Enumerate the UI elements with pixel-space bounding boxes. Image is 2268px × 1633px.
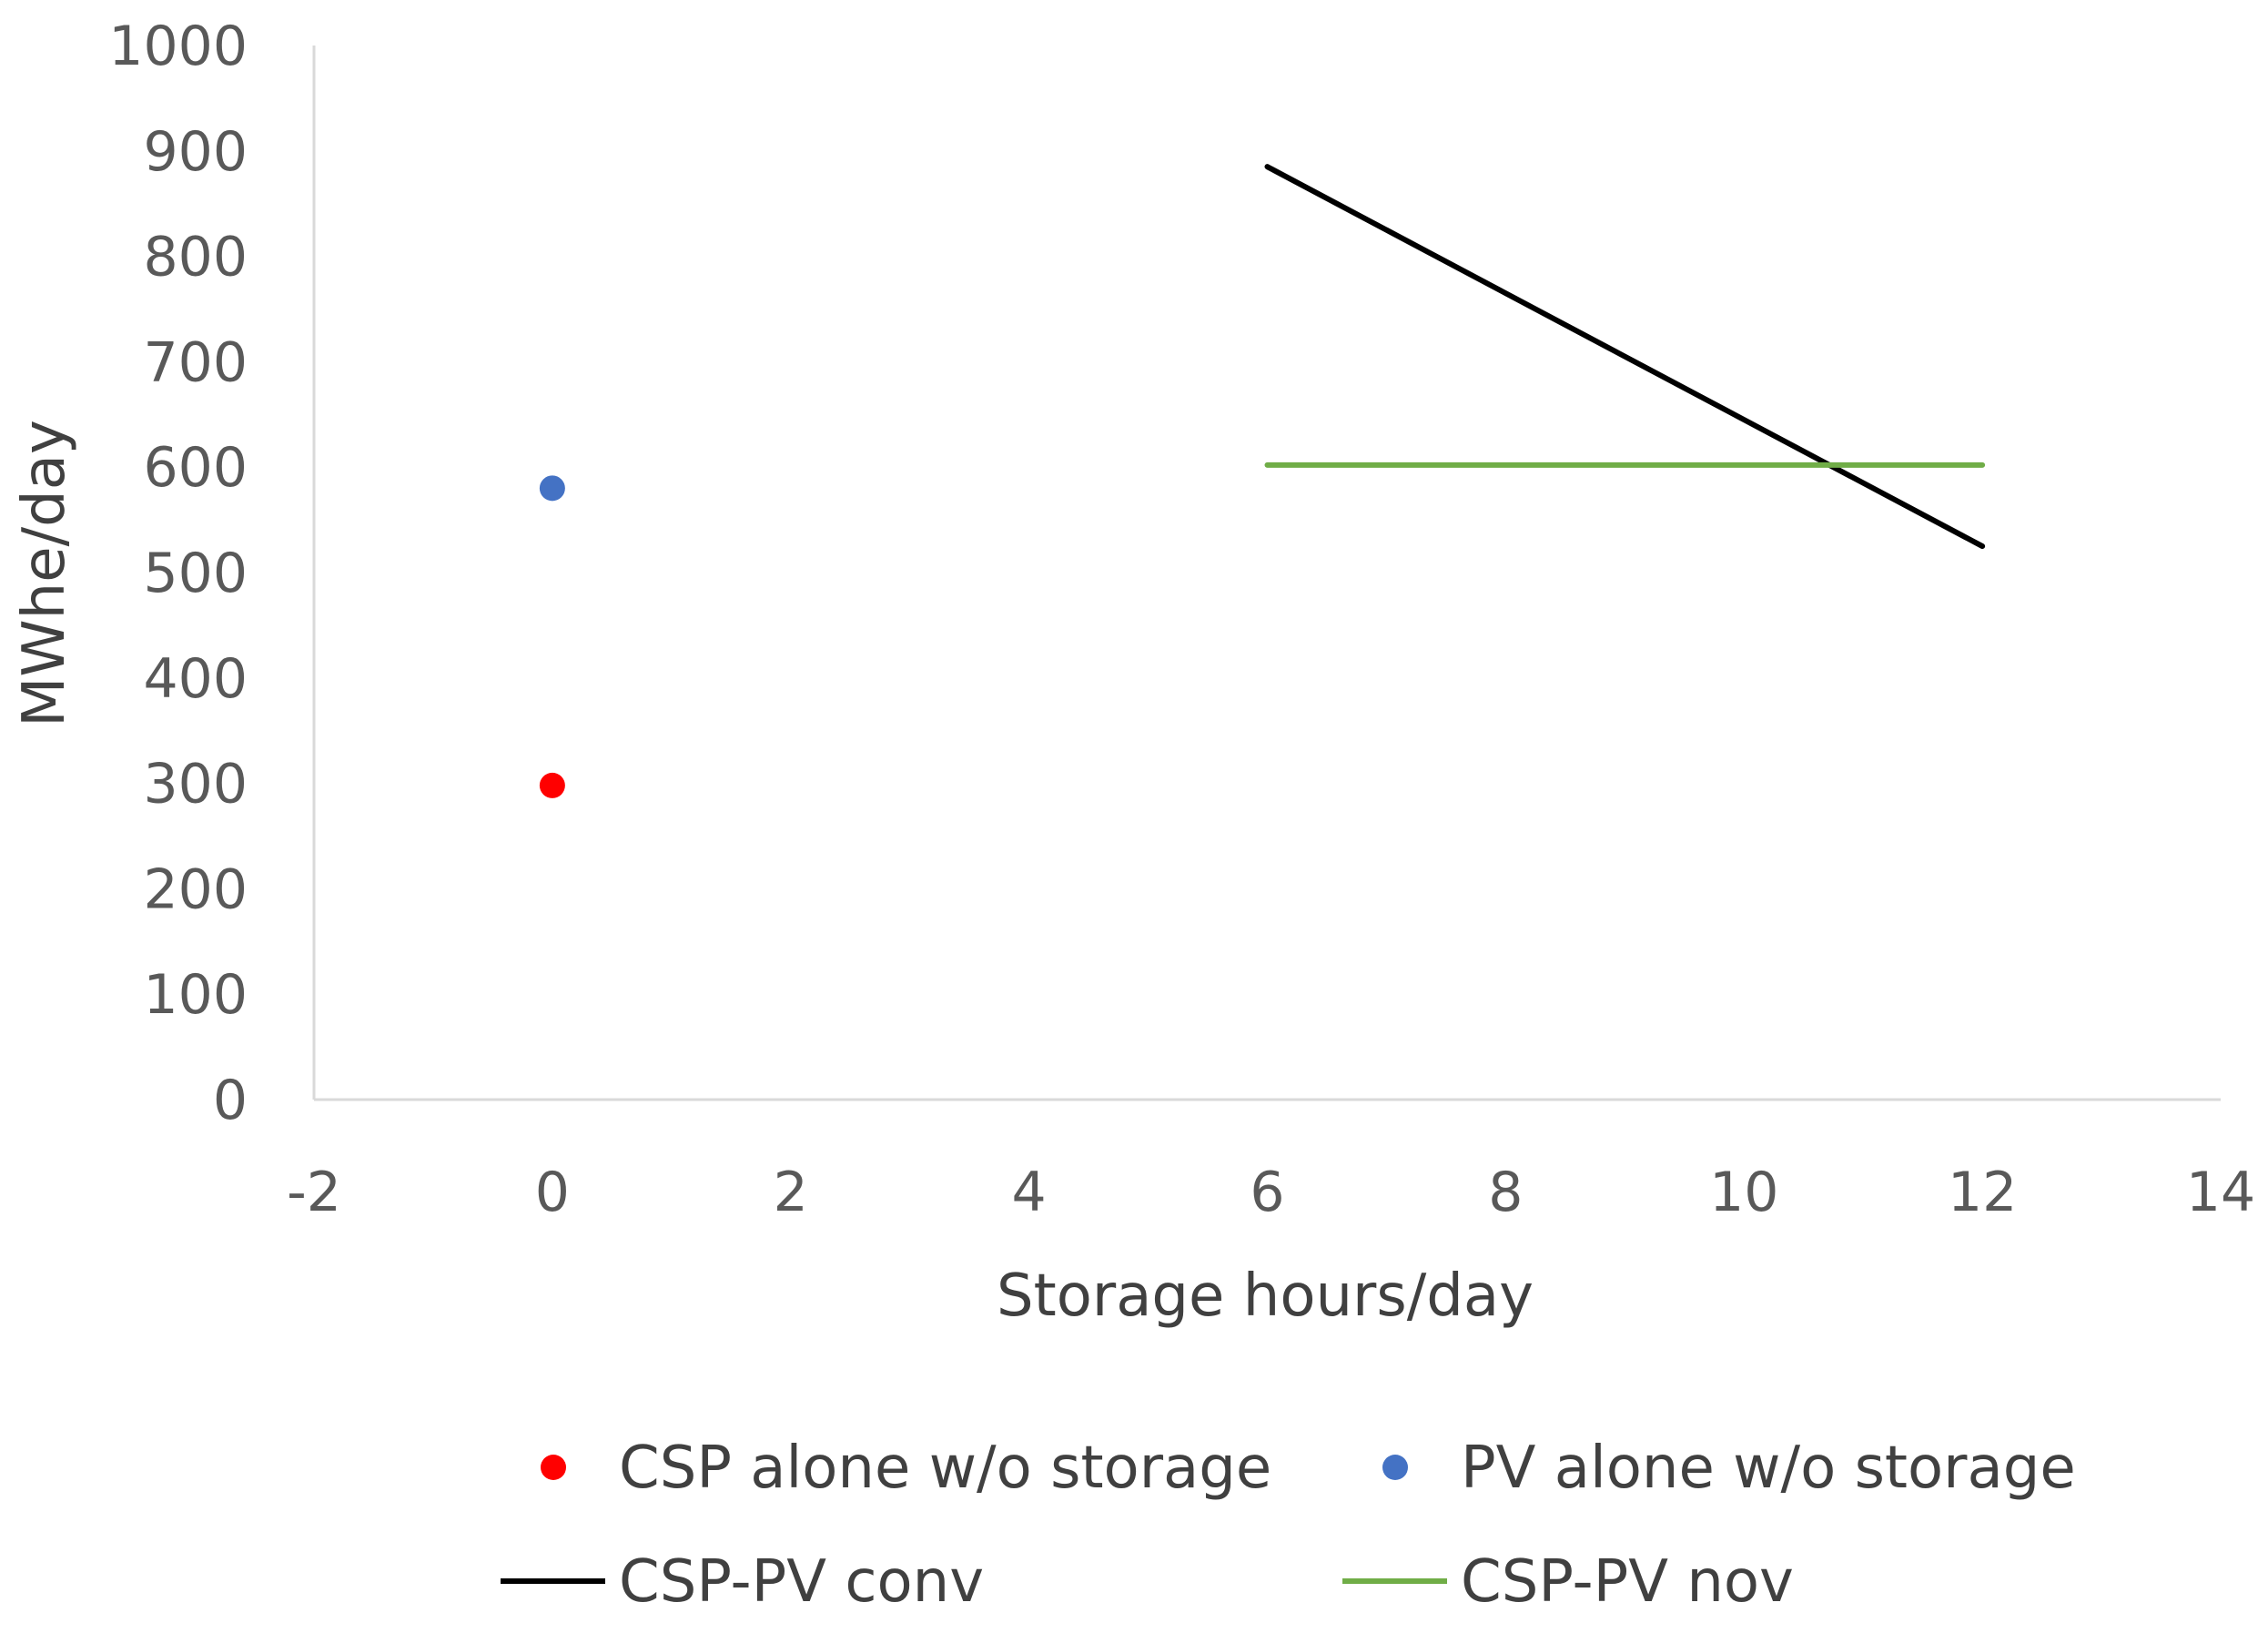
legend-swatch-1	[1382, 1455, 1408, 1480]
y-tick-label: 100	[143, 963, 248, 1027]
y-tick-label: 200	[143, 857, 248, 921]
y-tick-label: 700	[143, 330, 248, 394]
x-tick-label: 8	[1488, 1161, 1523, 1224]
legend: CSP alone w/o storage PV alone w/o storag…	[501, 1435, 2076, 1616]
data-point-0	[539, 772, 565, 798]
y-tick-label: 0	[213, 1069, 248, 1132]
legend-label-0: CSP alone w/o storage	[619, 1435, 1271, 1502]
y-axis-title: MWhe/day	[11, 420, 78, 727]
y-tick-label: 800	[143, 226, 248, 289]
series-line-2	[1264, 164, 1986, 550]
x-tick-label: 4	[1012, 1161, 1047, 1224]
y-tick-label: 600	[143, 436, 248, 500]
series-layer	[539, 164, 1986, 798]
x-tick-label: 2	[774, 1161, 808, 1224]
data-point-1	[539, 475, 565, 502]
legend-label-3: CSP-PV nov	[1461, 1548, 1794, 1616]
legend-swatch-0	[541, 1455, 566, 1480]
axes	[312, 46, 2221, 1101]
x-tick-label: -2	[287, 1161, 341, 1224]
y-tick-label: 900	[143, 120, 248, 184]
y-tick-label: 300	[143, 753, 248, 816]
x-tick-label: 10	[1709, 1161, 1778, 1224]
y-tick-label: 400	[143, 647, 248, 711]
x-tick-label: 6	[1250, 1161, 1284, 1224]
x-tick-label: 0	[535, 1161, 570, 1224]
y-tick-label: 500	[143, 542, 248, 605]
y-tick-label: 1000	[108, 15, 248, 78]
x-tick-label: 14	[2186, 1161, 2255, 1224]
legend-label-2: CSP-PV conv	[619, 1548, 984, 1616]
x-tick-label: 12	[1948, 1161, 2017, 1224]
legend-label-1: PV alone w/o storage	[1461, 1435, 2076, 1502]
y-tick-labels: 0 100 200 300 400 500 600 700 800 900 1000	[108, 15, 248, 1132]
x-tick-labels: -2 0 2 4 6 8 10 12 14	[287, 1161, 2255, 1224]
x-axis-title: Storage hours/day	[997, 1263, 1534, 1330]
